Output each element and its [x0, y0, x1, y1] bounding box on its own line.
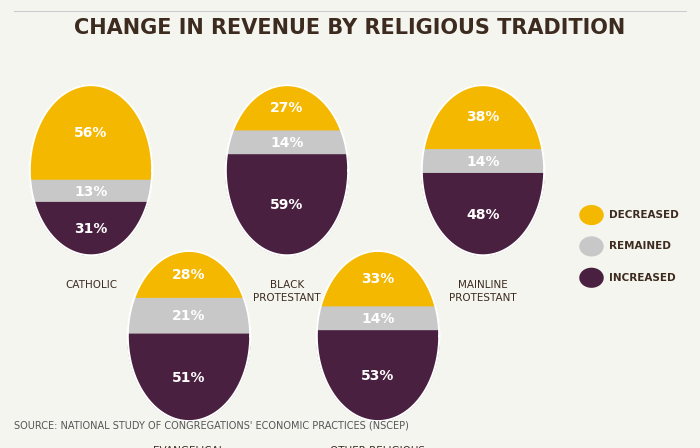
Text: 56%: 56% [74, 126, 108, 140]
Text: 27%: 27% [270, 101, 304, 115]
Text: 51%: 51% [172, 370, 206, 385]
Text: MAINLINE
PROTESTANT: MAINLINE PROTESTANT [449, 280, 517, 303]
Polygon shape [227, 131, 347, 155]
Text: OTHER RELIGIOUS
GROUPS: OTHER RELIGIOUS GROUPS [330, 446, 426, 448]
Text: EVANGELICAL
PROTESTANT: EVANGELICAL PROTESTANT [153, 446, 225, 448]
Text: INCREASED: INCREASED [609, 273, 676, 283]
Polygon shape [226, 155, 348, 255]
Ellipse shape [580, 236, 603, 256]
Ellipse shape [580, 205, 603, 225]
Polygon shape [422, 150, 544, 174]
Text: 14%: 14% [466, 155, 500, 169]
Polygon shape [30, 181, 152, 202]
Polygon shape [424, 85, 542, 150]
Ellipse shape [580, 267, 603, 288]
Polygon shape [317, 307, 439, 331]
Polygon shape [321, 251, 435, 307]
Text: 21%: 21% [172, 310, 206, 323]
Text: 31%: 31% [74, 222, 108, 236]
Text: 13%: 13% [74, 185, 108, 198]
Polygon shape [128, 298, 250, 334]
Text: BLACK
PROTESTANT: BLACK PROTESTANT [253, 280, 321, 303]
Polygon shape [317, 331, 439, 421]
Polygon shape [30, 85, 152, 181]
Polygon shape [34, 202, 148, 255]
Text: CATHOLIC: CATHOLIC [65, 280, 117, 290]
Text: REMAINED: REMAINED [609, 241, 671, 251]
Polygon shape [128, 334, 250, 421]
Text: 53%: 53% [361, 369, 395, 383]
Text: 38%: 38% [466, 111, 500, 125]
Text: 14%: 14% [361, 312, 395, 326]
Text: DECREASED: DECREASED [609, 210, 679, 220]
Text: 14%: 14% [270, 136, 304, 150]
Polygon shape [422, 174, 544, 255]
Polygon shape [232, 85, 342, 131]
Text: SOURCE: NATIONAL STUDY OF CONGREGATIONS' ECONOMIC PRACTICES (NSCEP): SOURCE: NATIONAL STUDY OF CONGREGATIONS'… [14, 420, 409, 430]
Text: 33%: 33% [361, 272, 395, 286]
Text: 28%: 28% [172, 268, 206, 282]
Text: 48%: 48% [466, 207, 500, 221]
Polygon shape [134, 251, 244, 298]
Text: 59%: 59% [270, 198, 304, 212]
Text: CHANGE IN REVENUE BY RELIGIOUS TRADITION: CHANGE IN REVENUE BY RELIGIOUS TRADITION [74, 18, 626, 38]
